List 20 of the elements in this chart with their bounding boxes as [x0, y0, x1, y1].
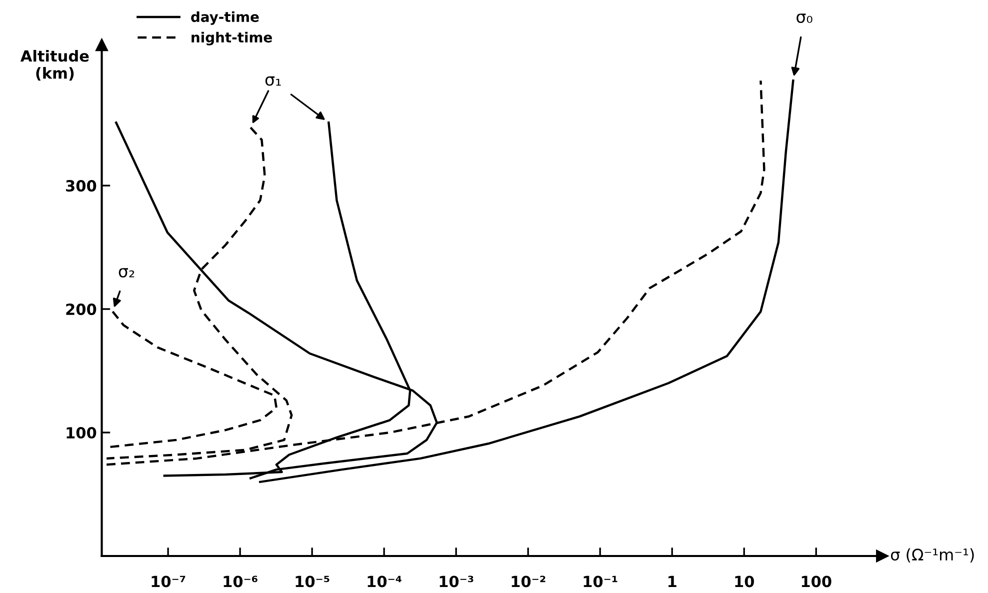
x-axis-title: σ (Ω⁻¹m⁻¹) [890, 548, 974, 563]
x-tick-label: 10⁻² [512, 576, 546, 588]
annotation: σ₁ [265, 76, 281, 86]
x-tick-label: 10⁻⁵ [296, 576, 330, 588]
x-tick-label: 10 [735, 576, 754, 588]
y-tick-label: 100 [66, 426, 96, 439]
annotation: σ₂ [118, 268, 134, 278]
y-axis-title: Altitude (km) [20, 50, 89, 81]
x-tick-label: 10⁻¹ [584, 576, 618, 588]
x-tick-label: 10⁻³ [440, 576, 474, 588]
x-tick-label: 10⁻⁴ [368, 576, 402, 588]
x-tick-label: 10⁻⁶ [224, 576, 258, 588]
x-tick-label: 1 [668, 576, 676, 588]
y-tick-label: 300 [66, 180, 96, 192]
x-tick-label: 10⁻⁷ [152, 576, 186, 588]
y-tick-label: 200 [66, 304, 96, 316]
x-tick-label: 100 [802, 576, 832, 588]
annotation: σ₀ [796, 14, 812, 23]
legend-label: day-time [191, 11, 259, 25]
legend-label: night-time [192, 32, 272, 46]
